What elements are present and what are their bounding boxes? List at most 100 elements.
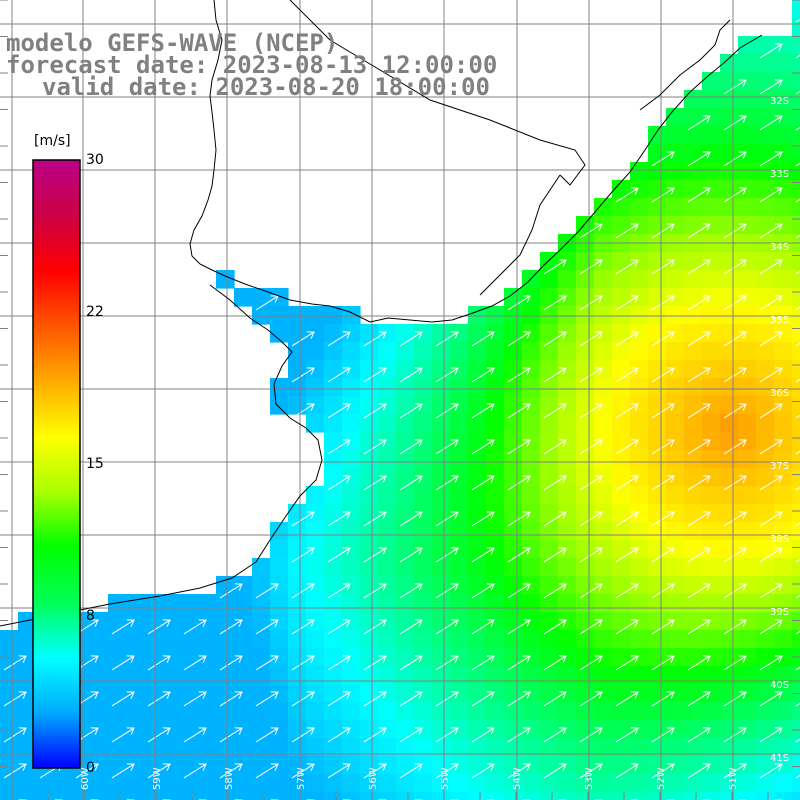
wind-cell — [270, 378, 289, 397]
wind-cell — [450, 666, 469, 685]
wind-cell — [216, 594, 235, 613]
wind-arrow — [759, 331, 783, 347]
wind-cell — [594, 558, 613, 577]
wind-cell — [198, 666, 217, 685]
wind-cell — [126, 774, 145, 793]
wind-cell — [774, 306, 793, 325]
wind-cell — [756, 72, 775, 91]
wind-cell — [666, 162, 685, 181]
wind-cell — [756, 54, 775, 73]
wind-cell — [0, 792, 19, 800]
wind-cell — [504, 666, 523, 685]
wind-cell — [792, 324, 800, 343]
wind-arrow — [759, 547, 783, 563]
wind-cell — [216, 720, 235, 739]
wind-cell — [306, 792, 325, 800]
wind-cell — [630, 486, 649, 505]
wind-cell — [432, 702, 451, 721]
wind-cell — [774, 756, 793, 775]
wind-arrow — [579, 367, 603, 383]
wind-arrow — [723, 115, 747, 131]
wind-cell — [450, 720, 469, 739]
wind-cell — [324, 486, 343, 505]
wind-cell — [504, 288, 523, 307]
wind-cell — [738, 288, 757, 307]
wind-cell — [558, 432, 577, 451]
wind-cell — [288, 684, 307, 703]
wind-cell — [702, 792, 721, 800]
wind-cell — [774, 288, 793, 307]
wind-cell — [486, 522, 505, 541]
wind-cell — [360, 702, 379, 721]
wind-cell — [522, 522, 541, 541]
wind-cell — [594, 468, 613, 487]
wind-cell — [558, 360, 577, 379]
wind-cell — [306, 720, 325, 739]
wind-arrow — [435, 583, 459, 599]
wind-cell — [234, 702, 253, 721]
wind-cell — [252, 288, 271, 307]
wind-cell — [522, 288, 541, 307]
wind-cell — [630, 774, 649, 793]
wind-cell — [522, 504, 541, 523]
wind-cell — [684, 702, 703, 721]
wind-cell — [648, 468, 667, 487]
wind-cell — [342, 342, 361, 361]
wind-arrow — [759, 511, 783, 527]
wind-cell — [702, 252, 721, 271]
wind-cell — [738, 576, 757, 595]
wind-cell — [414, 756, 433, 775]
wind-cell — [342, 648, 361, 667]
wind-cell — [180, 756, 199, 775]
wind-cell — [180, 612, 199, 631]
wind-arrow — [651, 259, 675, 275]
wind-cell — [288, 360, 307, 379]
wind-cell — [756, 108, 775, 127]
wind-cell — [702, 342, 721, 361]
wind-cell — [540, 414, 559, 433]
wind-cell — [594, 612, 613, 631]
wind-cell — [612, 324, 631, 343]
wind-cell — [360, 414, 379, 433]
wind-cell — [324, 306, 343, 325]
wind-cell — [90, 774, 109, 793]
wind-cell — [324, 738, 343, 757]
wind-cell — [540, 504, 559, 523]
wind-cell — [270, 756, 289, 775]
wind-cell — [612, 648, 631, 667]
wind-cell — [378, 504, 397, 523]
wind-cell — [468, 324, 487, 343]
wind-cell — [198, 720, 217, 739]
wind-cell — [414, 378, 433, 397]
wind-cell — [378, 360, 397, 379]
wind-cell — [666, 576, 685, 595]
wind-cell — [594, 342, 613, 361]
wind-cell — [396, 774, 415, 793]
wind-arrow — [471, 439, 495, 455]
wind-cell — [756, 252, 775, 271]
wind-cell — [702, 450, 721, 469]
wind-cell — [342, 720, 361, 739]
wind-cell — [342, 360, 361, 379]
wind-arrow — [651, 187, 675, 203]
wind-cell — [648, 324, 667, 343]
wind-arrow — [435, 763, 459, 779]
wind-cell — [414, 342, 433, 361]
wind-cell — [216, 612, 235, 631]
wind-cell — [432, 504, 451, 523]
lat-label: 38S — [770, 534, 789, 545]
wind-cell — [774, 198, 793, 217]
wind-cell — [126, 702, 145, 721]
wind-cell — [702, 738, 721, 757]
wind-cell — [684, 576, 703, 595]
wind-cell — [504, 720, 523, 739]
wind-cell — [558, 576, 577, 595]
wind-cell — [504, 756, 523, 775]
wind-cell — [774, 684, 793, 703]
wind-cell — [396, 558, 415, 577]
wind-cell — [414, 450, 433, 469]
wind-cell — [612, 216, 631, 235]
wind-arrow — [183, 763, 207, 779]
lat-label: 36S — [770, 388, 789, 399]
